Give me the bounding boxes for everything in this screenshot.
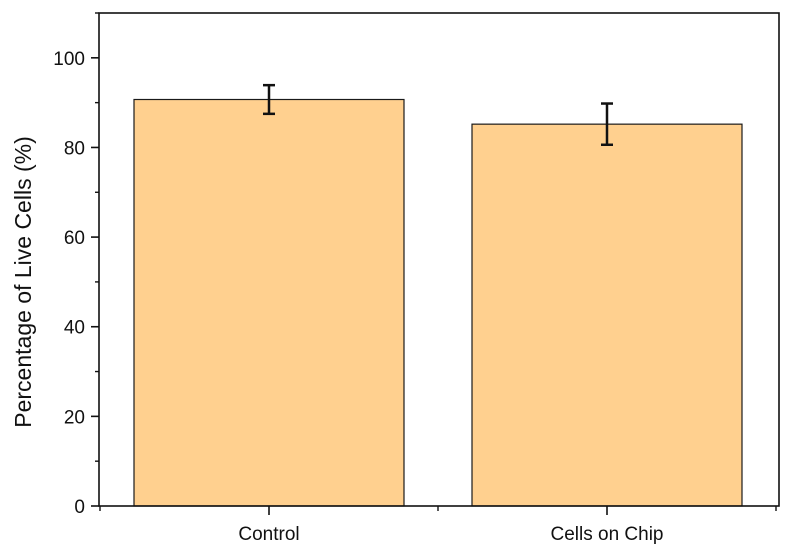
ticks-layer	[91, 12, 777, 515]
y-tick-label-40: 40	[64, 318, 85, 339]
axes-layer	[98, 12, 780, 507]
x-tick-label-control: Control	[238, 524, 299, 545]
y-tick-label-0: 0	[74, 497, 85, 518]
bars-layer	[133, 98, 743, 507]
y-tick-label-60: 60	[64, 228, 85, 249]
labels-layer: 0 20 40 60 80 100 Control Cells on Chip	[53, 49, 663, 545]
plot-frame	[98, 12, 780, 507]
y-tick-label-100: 100	[53, 49, 85, 70]
y-tick-label-80: 80	[64, 138, 85, 159]
error-bar-control	[263, 83, 275, 116]
error-bars-layer	[263, 83, 613, 147]
bar-control	[133, 98, 405, 507]
y-axis-title: Percentage of Live Cells (%)	[10, 136, 36, 427]
error-bar-cells-on-chip	[601, 102, 613, 147]
y-tick-label-20: 20	[64, 407, 85, 428]
bar-cells-on-chip	[471, 123, 743, 507]
x-tick-label-cells-on-chip: Cells on Chip	[551, 524, 664, 545]
